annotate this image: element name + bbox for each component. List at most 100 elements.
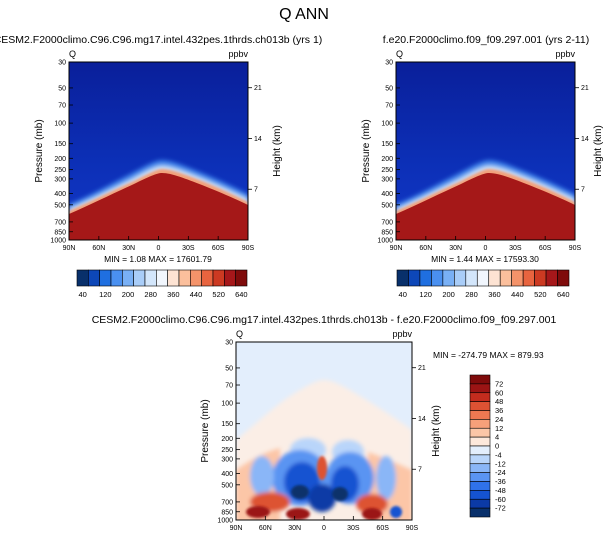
colorbar-label: 12	[495, 424, 503, 433]
y-right-tick-label: 7	[581, 187, 585, 194]
x-tick-label: 30S	[509, 245, 522, 252]
x-tick-label: 30S	[182, 245, 195, 252]
x-tick-label: 90S	[569, 245, 582, 252]
colorbar-box	[557, 269, 570, 287]
colorbar-box	[469, 445, 491, 456]
panel-title: CESM2.F2000climo.C96.C96.mg17.intel.432p…	[0, 34, 322, 46]
colorbar-label: 440	[190, 290, 203, 299]
y-tick-label: 300	[381, 176, 393, 183]
colorbar-label: 72	[495, 379, 503, 388]
y-right-tick-label: 14	[254, 136, 262, 143]
y-axis-title: Pressure (mb)	[200, 399, 211, 462]
colorbar-label: -72	[495, 504, 506, 513]
colorbar-label: -36	[495, 477, 506, 486]
y-tick-label: 400	[54, 191, 66, 198]
colorbar-box	[167, 269, 180, 287]
x-tick-label: 60N	[419, 245, 432, 252]
colorbar-box	[99, 269, 112, 287]
colorbar-box	[488, 269, 501, 287]
y-tick-label: 150	[221, 421, 233, 428]
x-tick-label: 30N	[122, 245, 135, 252]
colorbar-label: 360	[488, 290, 501, 299]
colorbar-label: 640	[557, 290, 570, 299]
colorbar-label: 24	[495, 415, 503, 424]
colorbar-box	[122, 269, 134, 287]
colorbar-box	[511, 269, 524, 287]
colorbar-label: 200	[442, 290, 455, 299]
y-tick-label: 50	[58, 85, 66, 92]
colorbar-box	[469, 383, 491, 394]
colorbar-box	[522, 269, 535, 287]
x-tick-label: 60N	[259, 525, 272, 532]
colorbar-box	[419, 269, 432, 287]
colorbar-box	[476, 269, 490, 287]
heatmap-field	[69, 62, 248, 240]
colorbar-label: 280	[465, 290, 478, 299]
x-tick-label: 60S	[376, 525, 389, 532]
colorbar-box	[190, 269, 202, 287]
colorbar: 40 120 200 280 360 440 520 640	[76, 269, 248, 299]
x-tick-label: 0	[157, 245, 161, 252]
y-tick-label: 150	[54, 141, 66, 148]
x-tick-label: 0	[322, 525, 326, 532]
colorbar-box	[201, 269, 214, 287]
x-tick-label: 60S	[212, 245, 225, 252]
colorbar-box	[469, 419, 491, 429]
y-tick-label: 700	[221, 499, 233, 506]
colorbar-box	[469, 463, 491, 473]
colorbar-box	[469, 490, 491, 500]
y-tick-label: 200	[221, 436, 233, 443]
variable-label: Q	[236, 329, 243, 339]
colorbar-label: 640	[235, 290, 248, 299]
colorbar-label: -4	[495, 450, 502, 459]
x-tick-label: 60N	[92, 245, 105, 252]
y-tick-label: 250	[221, 447, 233, 454]
y-tick-label: 500	[381, 202, 393, 209]
x-tick-label: 30N	[288, 525, 301, 532]
colorbar-box	[469, 392, 491, 402]
y-tick-label: 850	[54, 229, 66, 236]
y-tick-label: 30	[58, 60, 66, 67]
y-tick-label: 70	[385, 103, 393, 110]
y-tick-label: 250	[381, 167, 393, 174]
x-tick-label: 90S	[406, 525, 419, 532]
y-tick-label: 70	[225, 383, 233, 390]
colorbar-box	[465, 269, 478, 287]
y-right-tick-label: 21	[581, 85, 589, 92]
colorbar-label: 40	[78, 290, 86, 299]
colorbar: 40 120 200 280 360 440 520 640	[396, 269, 570, 299]
colorbar-box	[499, 269, 512, 287]
colorbar-box	[431, 269, 444, 287]
colorbar-box	[469, 410, 491, 420]
y-tick-label: 30	[225, 340, 233, 347]
colorbar-label: -24	[495, 468, 506, 477]
y-axis-title: Pressure (mb)	[34, 119, 45, 182]
colorbar-box	[469, 436, 491, 447]
variable-label: Q	[396, 49, 403, 59]
y-tick-label: 200	[381, 156, 393, 163]
colorbar-box	[454, 269, 467, 287]
x-tick-label: 90S	[242, 245, 255, 252]
colorbar-box	[212, 269, 225, 287]
y-tick-label: 500	[54, 202, 66, 209]
y-tick-label: 400	[381, 191, 393, 198]
y-tick-label: 70	[58, 103, 66, 110]
x-tick-label: 30S	[347, 525, 360, 532]
y-tick-label: 100	[54, 121, 66, 128]
y-tick-label: 1000	[217, 518, 233, 525]
colorbar-box	[469, 401, 491, 411]
y-tick-label: 150	[381, 141, 393, 148]
y-tick-label: 300	[54, 176, 66, 183]
colorbar-box	[442, 269, 455, 287]
y-right-tick-label: 21	[418, 365, 426, 372]
colorbar-box	[469, 507, 491, 518]
x-tick-label: 90N	[63, 245, 76, 252]
x-tick-label: 60S	[539, 245, 552, 252]
y-tick-label: 250	[54, 167, 66, 174]
units-label: ppbv	[228, 49, 248, 59]
heatmap-field	[396, 62, 575, 240]
panel-model: CESM2.F2000climo.C96.C96.mg17.intel.432p…	[0, 34, 322, 299]
variable-label: Q	[69, 49, 76, 59]
